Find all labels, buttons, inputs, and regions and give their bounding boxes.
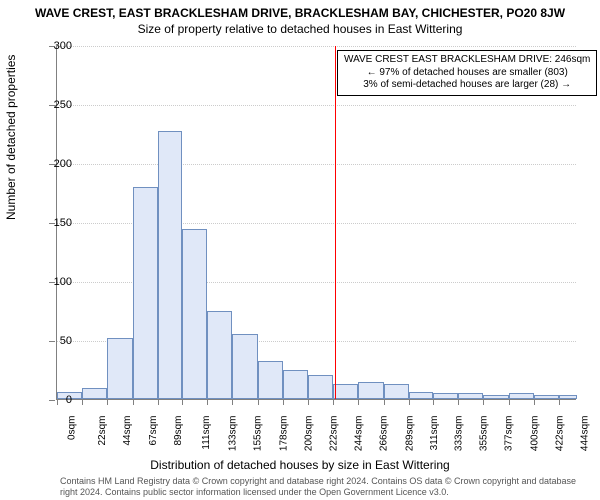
histogram-bar — [333, 384, 358, 399]
y-tick-label: 200 — [54, 158, 72, 170]
histogram-bar — [308, 375, 333, 399]
histogram-bar — [283, 370, 308, 400]
x-tick — [82, 399, 83, 405]
x-tick — [258, 399, 259, 405]
histogram-bar — [409, 392, 434, 399]
x-tick-label: 67sqm — [148, 416, 159, 446]
x-tick-label: 266sqm — [378, 416, 389, 452]
histogram-bar — [483, 395, 509, 399]
x-tick-label: 22sqm — [97, 416, 108, 446]
x-tick — [133, 399, 134, 405]
gridline — [57, 46, 576, 47]
x-tick — [207, 399, 208, 405]
plot-region: 0sqm22sqm44sqm67sqm89sqm111sqm133sqm155s… — [56, 46, 576, 400]
y-tick-label: 250 — [54, 99, 72, 111]
y-tick-label: 150 — [54, 217, 72, 229]
y-tick — [49, 341, 55, 342]
x-tick-label: 44sqm — [122, 416, 133, 446]
x-tick-label: 422sqm — [555, 416, 566, 452]
x-tick-label: 311sqm — [428, 416, 439, 451]
histogram-bar — [509, 393, 534, 399]
x-tick — [534, 399, 535, 405]
x-tick-label: 0sqm — [66, 416, 77, 440]
histogram-bar — [458, 393, 483, 399]
x-tick — [409, 399, 410, 405]
annotation-line: ← 97% of detached houses are smaller (80… — [344, 67, 590, 80]
histogram-bar — [232, 334, 258, 399]
histogram-bar — [559, 395, 577, 399]
x-tick — [283, 399, 284, 405]
x-tick — [107, 399, 108, 405]
y-tick-label: 50 — [60, 335, 72, 347]
y-tick-label: 100 — [54, 276, 72, 288]
chart-plot-area: 0sqm22sqm44sqm67sqm89sqm111sqm133sqm155s… — [56, 46, 576, 400]
y-tick-label: 300 — [54, 40, 72, 52]
histogram-bar — [358, 382, 384, 399]
x-tick-label: 111sqm — [202, 416, 213, 450]
x-tick-label: 155sqm — [253, 416, 264, 452]
histogram-bar — [107, 338, 133, 399]
x-tick-label: 222sqm — [329, 416, 340, 452]
y-tick — [49, 400, 55, 401]
x-tick — [458, 399, 459, 405]
x-tick-label: 200sqm — [304, 416, 315, 452]
x-tick — [232, 399, 233, 405]
x-tick-label: 444sqm — [579, 416, 590, 452]
x-tick-label: 133sqm — [228, 416, 239, 452]
x-tick-label: 289sqm — [404, 416, 415, 452]
x-tick — [57, 399, 58, 405]
histogram-bar — [433, 393, 458, 399]
x-tick-label: 89sqm — [173, 416, 184, 446]
chart-title-main: WAVE CREST, EAST BRACKLESHAM DRIVE, BRAC… — [0, 0, 600, 20]
annotation-line: WAVE CREST EAST BRACKLESHAM DRIVE: 246sq… — [344, 54, 590, 67]
histogram-bar — [158, 131, 183, 399]
x-tick — [483, 399, 484, 405]
x-axis-title: Distribution of detached houses by size … — [0, 458, 600, 472]
y-tick-label: 0 — [66, 394, 72, 406]
x-tick — [433, 399, 434, 405]
x-tick-label: 400sqm — [530, 416, 541, 452]
x-tick — [333, 399, 334, 405]
x-tick — [308, 399, 309, 405]
annotation-box: WAVE CREST EAST BRACKLESHAM DRIVE: 246sq… — [337, 50, 597, 96]
x-tick-label: 178sqm — [279, 416, 290, 452]
x-tick — [384, 399, 385, 405]
x-tick — [559, 399, 560, 405]
y-axis-title: Number of detached properties — [4, 55, 18, 220]
histogram-bar — [258, 361, 283, 399]
x-tick — [358, 399, 359, 405]
x-tick-label: 355sqm — [479, 416, 490, 452]
chart-title-sub: Size of property relative to detached ho… — [0, 20, 600, 36]
x-tick — [182, 399, 183, 405]
histogram-bar — [207, 311, 232, 400]
x-tick-label: 333sqm — [454, 416, 465, 452]
gridline — [57, 164, 576, 165]
histogram-bar — [534, 395, 559, 399]
x-tick — [509, 399, 510, 405]
annotation-line: 3% of semi-detached houses are larger (2… — [344, 79, 590, 92]
gridline — [57, 105, 576, 106]
x-tick-label: 244sqm — [353, 416, 364, 452]
reference-line — [335, 46, 336, 399]
x-tick — [158, 399, 159, 405]
histogram-bar — [82, 388, 107, 399]
histogram-bar — [182, 229, 207, 399]
x-tick-label: 377sqm — [504, 416, 515, 452]
histogram-bar — [133, 187, 158, 399]
attribution-text: Contains HM Land Registry data © Crown c… — [60, 476, 590, 498]
histogram-bar — [384, 384, 409, 399]
